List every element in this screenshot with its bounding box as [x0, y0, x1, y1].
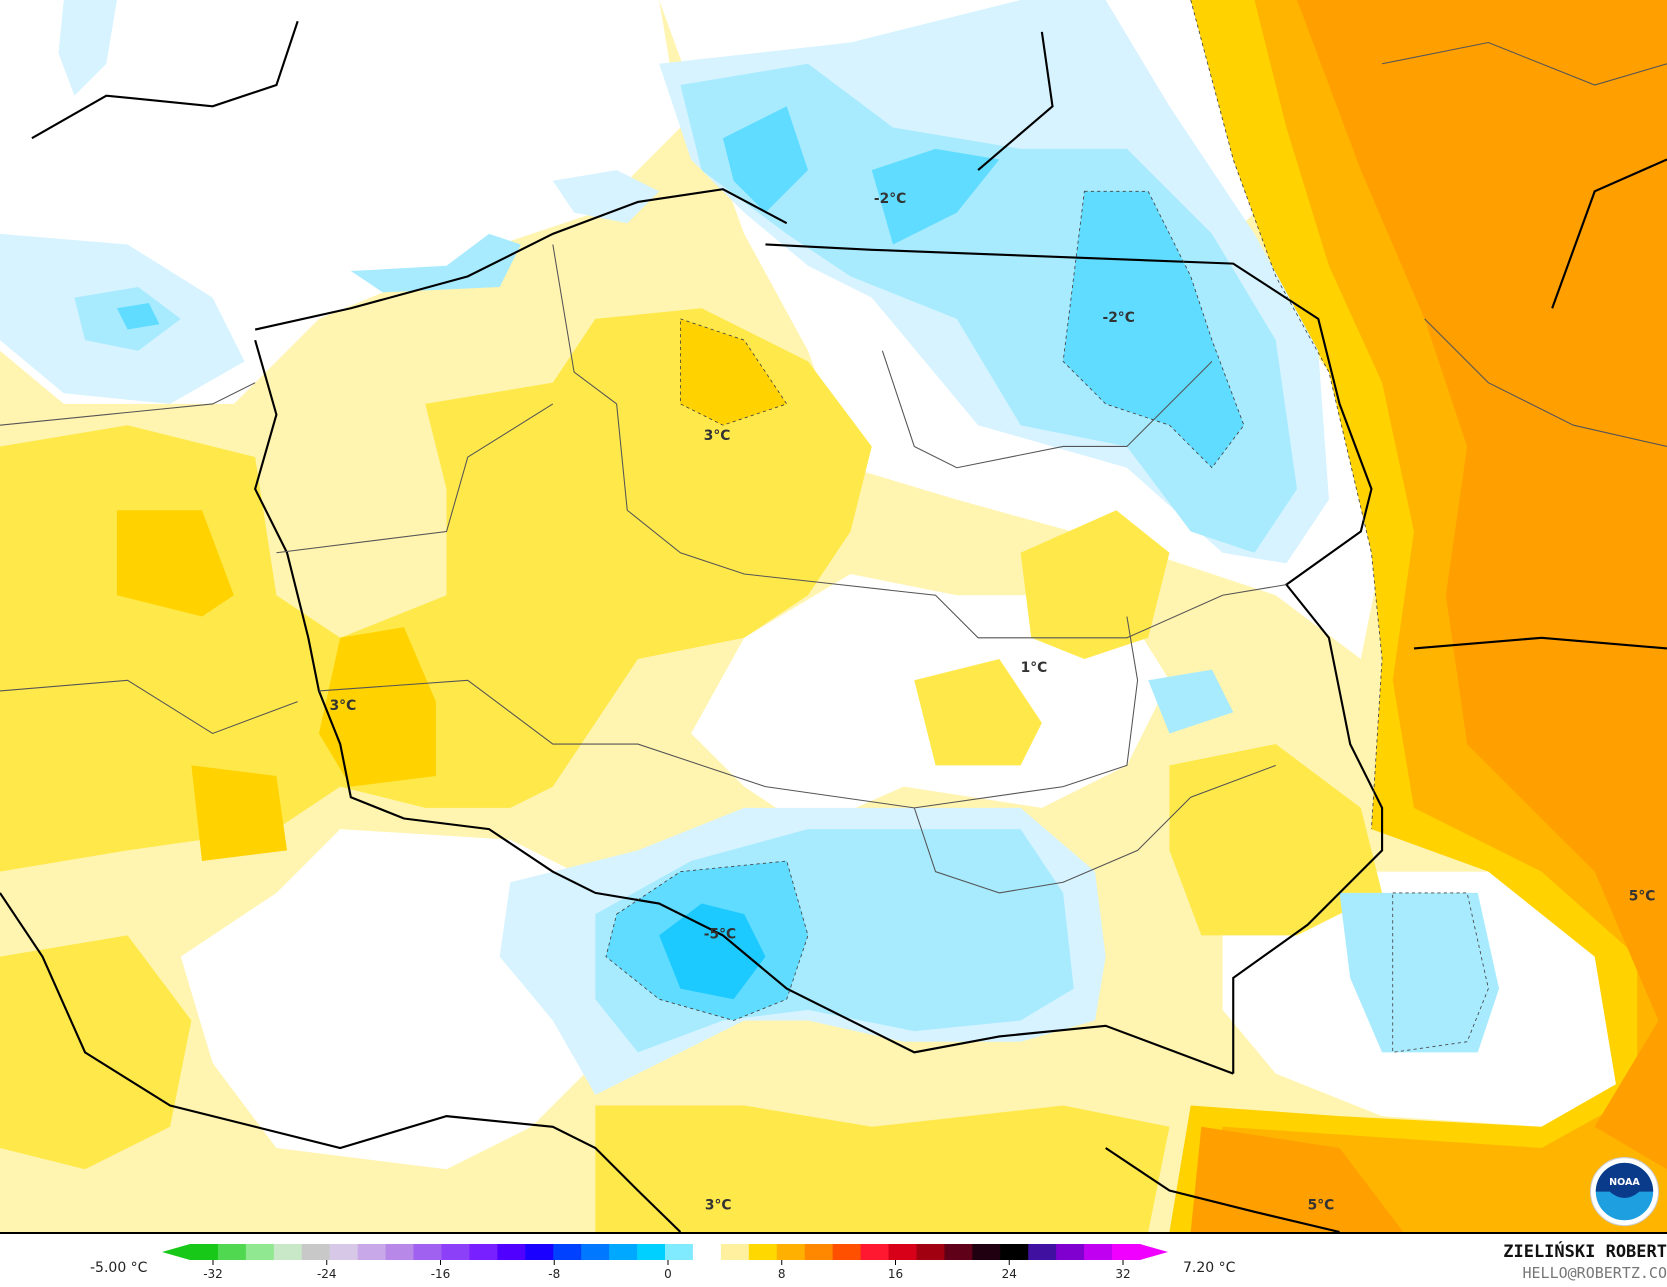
colorbar-segment: [245, 1244, 275, 1260]
colorbar-tick-label: 24: [1002, 1267, 1017, 1281]
colorbar-segment: [665, 1244, 694, 1260]
colorbar-segment: [916, 1244, 945, 1260]
temperature-labels: -2°C -2°C 3°C 3°C 1°C -5°C 5°C 3°C 5°C: [330, 191, 1656, 1214]
colorbar-segment: [1028, 1244, 1057, 1260]
colorbar-tick-label: 0: [664, 1267, 672, 1281]
region-borders: [0, 41, 1667, 894]
colorbar-segment: [329, 1244, 359, 1260]
colorbar-tick-label: 32: [1115, 1267, 1130, 1281]
svg-text:NOAA: NOAA: [1609, 1177, 1640, 1188]
colorbar-segment: [385, 1244, 415, 1260]
author-name: ZIELIŃSKI ROBERT: [1503, 1242, 1667, 1262]
temp-label: -5°C: [704, 927, 736, 943]
colorbar-tick-label: -32: [203, 1267, 223, 1281]
temp-label: 1°C: [1021, 660, 1048, 676]
colorbar-segment: [497, 1244, 526, 1260]
colorbar-segment: [1084, 1244, 1113, 1260]
colorbar-segment: [1056, 1244, 1085, 1260]
colorbar-segment: [217, 1244, 247, 1260]
colorbar-segment: [944, 1244, 973, 1260]
colorbar-segment: [609, 1244, 638, 1260]
colorbar-segment: [581, 1244, 610, 1260]
temp-label: 3°C: [704, 428, 731, 444]
temp-label: -2°C: [1102, 310, 1134, 326]
noaa-logo: NOAA: [1589, 1157, 1660, 1227]
temp-label: 5°C: [1629, 888, 1656, 904]
temp-label: 5°C: [1308, 1198, 1335, 1214]
colorbar-segment: [553, 1244, 582, 1260]
colorbar-tick-label: -24: [317, 1267, 337, 1281]
colorbar-tick-label: 8: [778, 1267, 786, 1281]
colorbar-segment: [469, 1244, 498, 1260]
colorbar-tick-label: -8: [548, 1267, 560, 1281]
min-value: -5.00 °C: [90, 1260, 148, 1276]
colorbar-segment: [1000, 1244, 1029, 1260]
author-block: ZIELIŃSKI ROBERT HELLO@ROBERTZ.CO: [1503, 1242, 1667, 1282]
temp-label: 3°C: [705, 1198, 732, 1214]
legend: -5.00 °C -32 -24 -16 -8 0 8 16 24 32 7.20 °C ZIE…: [0, 1234, 1667, 1287]
cold-regions: [0, 0, 1500, 1095]
colorbar-segment: [832, 1244, 862, 1260]
colorbar-segment: [301, 1244, 331, 1260]
colorbar-tick-label: -16: [431, 1267, 451, 1281]
colorbar-segment: [748, 1244, 778, 1260]
colorbar-segment: [692, 1244, 722, 1260]
country-borders: [0, 20, 1667, 1232]
colorbar-segment: [860, 1244, 890, 1260]
colorbar-segment: [1112, 1244, 1141, 1260]
warm-regions: [0, 308, 1383, 1232]
contour-lines: [605, 0, 1489, 1053]
colorbar-segment: [525, 1244, 554, 1260]
colorbar-max-arrow: [1140, 1244, 1168, 1260]
temperature-map: -2°C -2°C 3°C 3°C 1°C -5°C 5°C 3°C 5°C N…: [0, 0, 1667, 1234]
colorbar-segment: [972, 1244, 1001, 1260]
author-email: HELLO@ROBERTZ.CO: [1522, 1264, 1667, 1282]
colorbar-segment: [720, 1244, 750, 1260]
colorbar-segment: [357, 1244, 387, 1260]
colorbar: -32 -24 -16 -8 0 8 16 24 32: [162, 1244, 1168, 1281]
max-value: 7.20 °C: [1183, 1260, 1236, 1276]
colorbar-segment: [776, 1244, 806, 1260]
colorbar-min-arrow: [162, 1244, 190, 1260]
colorbar-tick-label: 16: [888, 1267, 903, 1281]
temp-label: 3°C: [330, 698, 357, 714]
colorbar-segment: [441, 1244, 470, 1260]
colorbar-segment: [413, 1244, 442, 1260]
colorbar-segment: [804, 1244, 834, 1260]
temp-label: -2°C: [874, 191, 906, 207]
colorbar-segment: [190, 1244, 219, 1260]
colorbar-segment: [888, 1244, 917, 1260]
colorbar-segment: [637, 1244, 666, 1260]
colorbar-segment: [273, 1244, 303, 1260]
